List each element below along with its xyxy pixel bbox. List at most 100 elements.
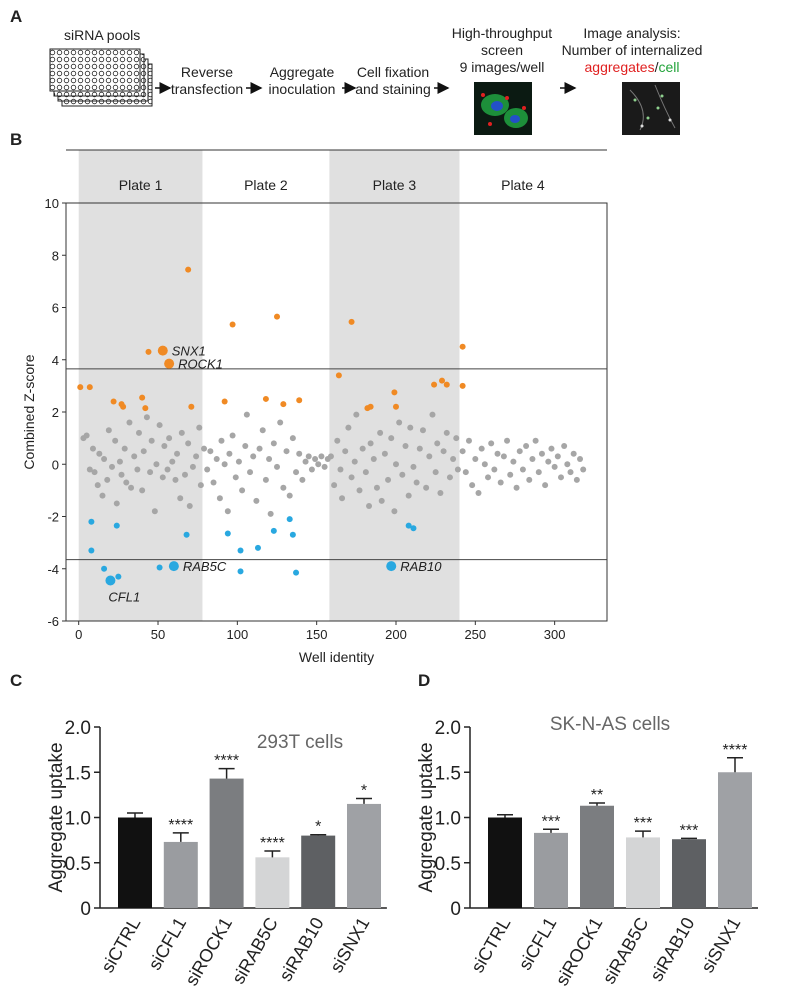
- error-bar: [543, 828, 559, 833]
- point: [465, 437, 472, 444]
- point: [561, 442, 568, 449]
- point: [432, 469, 439, 476]
- y-tick-label: 8: [52, 248, 59, 263]
- point: [216, 495, 223, 502]
- subtitle: SK-N-AS cells: [550, 714, 670, 735]
- bar: [626, 837, 660, 908]
- point: [289, 435, 296, 442]
- y-tick-label: -6: [47, 614, 59, 629]
- point: [535, 469, 542, 476]
- point: [334, 437, 341, 444]
- point: [494, 450, 501, 457]
- point: [356, 487, 363, 494]
- point: [101, 456, 108, 463]
- point: [373, 484, 380, 491]
- error-bar: [681, 837, 697, 840]
- point: [391, 389, 398, 396]
- y-tick-label: 2.0: [435, 718, 461, 739]
- x-tick-label: siRAB5C: [599, 914, 653, 987]
- point: [254, 544, 261, 551]
- point: [472, 456, 479, 463]
- x-tick-label: 50: [151, 627, 165, 642]
- highlight-point: [386, 561, 397, 572]
- y-axis-label: Aggregate uptake: [46, 742, 67, 892]
- point: [392, 461, 399, 468]
- step-label: transfection: [171, 81, 243, 97]
- point: [145, 348, 152, 355]
- point: [262, 395, 269, 402]
- point: [335, 372, 342, 379]
- point: [478, 445, 485, 452]
- x-tick-label: siSNX1: [326, 914, 373, 976]
- point: [201, 445, 208, 452]
- point: [110, 398, 117, 405]
- point: [224, 508, 231, 515]
- point: [113, 522, 120, 529]
- point: [193, 453, 200, 460]
- point: [378, 497, 385, 504]
- point: [256, 445, 263, 452]
- point: [510, 458, 517, 465]
- plate-label: Plate 4: [501, 177, 545, 193]
- x-tick-label: 0: [75, 627, 82, 642]
- point: [221, 461, 228, 468]
- point: [88, 518, 95, 525]
- point: [459, 343, 466, 350]
- point: [186, 503, 193, 510]
- point: [405, 522, 412, 529]
- error-bar: [127, 812, 143, 818]
- point: [359, 445, 366, 452]
- bar: [534, 832, 568, 908]
- error-bar: [497, 814, 513, 818]
- point: [183, 531, 190, 538]
- point: [392, 403, 399, 410]
- point: [96, 450, 103, 457]
- point: [121, 445, 128, 452]
- significance: ****: [723, 742, 748, 759]
- point: [548, 445, 555, 452]
- panel-label: C: [10, 671, 22, 690]
- point: [237, 568, 244, 575]
- point: [253, 497, 260, 504]
- point: [161, 442, 168, 449]
- point: [142, 405, 149, 412]
- point: [554, 453, 561, 460]
- point: [274, 463, 281, 470]
- y-tick-label: -4: [47, 562, 59, 577]
- y-axis-label: Aggregate uptake: [416, 742, 437, 892]
- point: [439, 377, 446, 384]
- step-label: High-throughput: [452, 25, 553, 41]
- point: [410, 525, 417, 532]
- step-label: inoculation: [269, 81, 336, 97]
- step-label: Cell fixation: [357, 64, 429, 80]
- point: [266, 456, 273, 463]
- point: [118, 471, 125, 478]
- point: [237, 547, 244, 554]
- step-label: Number of internalized: [562, 42, 703, 58]
- point: [353, 411, 360, 418]
- point: [185, 440, 192, 447]
- significance: ***: [542, 813, 561, 830]
- x-tick-label: 150: [306, 627, 328, 642]
- point: [147, 469, 154, 476]
- point: [109, 463, 116, 470]
- point: [459, 448, 466, 455]
- y-tick-label: 10: [45, 196, 59, 211]
- bar: [209, 778, 244, 908]
- point: [289, 531, 296, 538]
- significance: ****: [260, 835, 285, 852]
- point: [308, 466, 315, 473]
- plate-label: Plate 3: [373, 177, 417, 193]
- x-tick-label: siSNX1: [697, 914, 744, 976]
- point: [513, 484, 520, 491]
- point: [156, 564, 163, 571]
- point: [188, 403, 195, 410]
- y-tick-label: 1.0: [435, 809, 461, 830]
- highlight-word: cell: [658, 59, 679, 75]
- error-bar: [635, 830, 651, 838]
- point: [120, 403, 127, 410]
- bar: [347, 803, 381, 908]
- point: [321, 463, 328, 470]
- bar: [580, 805, 614, 908]
- point: [196, 424, 203, 431]
